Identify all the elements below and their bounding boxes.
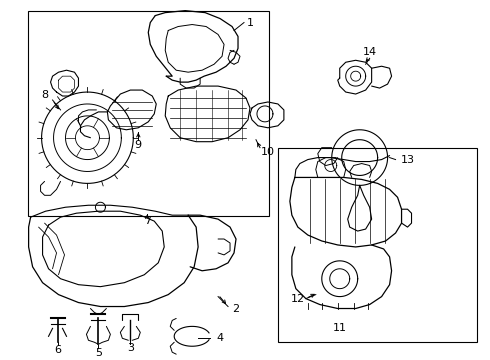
Text: 5: 5	[95, 348, 102, 358]
Bar	[27, 11, 269, 216]
Text: 7: 7	[144, 216, 151, 226]
Text: 9: 9	[135, 140, 142, 150]
Text: 8: 8	[41, 90, 48, 100]
Text: 3: 3	[127, 343, 134, 353]
Text: 4: 4	[217, 333, 223, 343]
Bar	[278, 148, 477, 342]
Text: 12: 12	[291, 293, 305, 303]
Text: 13: 13	[400, 154, 415, 165]
Text: 11: 11	[333, 323, 347, 333]
Text: 14: 14	[363, 47, 377, 57]
Text: 2: 2	[232, 303, 240, 314]
Text: 10: 10	[261, 147, 275, 157]
Text: 6: 6	[54, 345, 61, 355]
Text: 1: 1	[246, 18, 253, 27]
